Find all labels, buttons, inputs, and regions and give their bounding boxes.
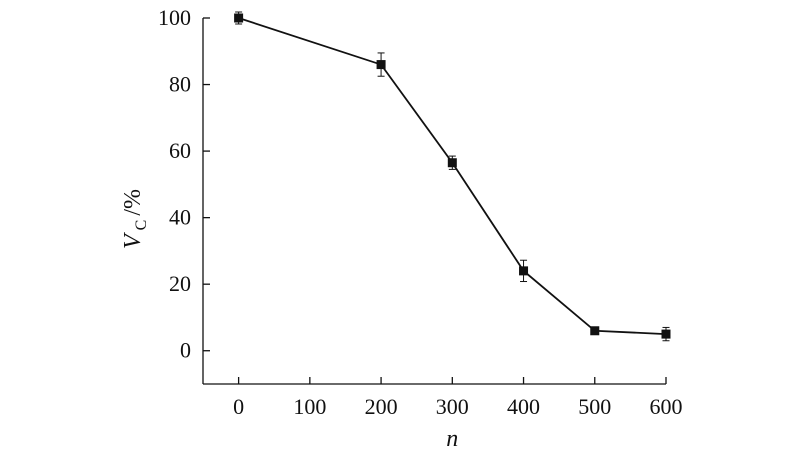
x-tick-label: 500 xyxy=(578,394,611,419)
plot-area xyxy=(234,11,671,342)
y-tick-label: 100 xyxy=(158,5,191,30)
series-line xyxy=(238,17,667,335)
x-tick-label: 600 xyxy=(650,394,683,419)
data-point xyxy=(447,158,457,168)
x-tick-label: 0 xyxy=(233,394,244,419)
data-point xyxy=(661,329,671,339)
y-tick-label: 60 xyxy=(169,138,191,163)
x-tick-label: 300 xyxy=(436,394,469,419)
y-axis-unit: /% xyxy=(120,189,146,216)
axis-labels: n V C /% xyxy=(120,189,458,452)
data-point xyxy=(234,13,244,23)
data-point xyxy=(376,60,386,70)
y-axis-symbol: V xyxy=(120,232,146,249)
y-axis-title: V C /% xyxy=(120,189,150,249)
data-point xyxy=(519,266,529,276)
x-tick-label: 400 xyxy=(507,394,540,419)
x-axis-title: n xyxy=(446,426,458,452)
x-tick-label: 100 xyxy=(293,394,326,419)
data-point xyxy=(590,326,600,336)
x-tick-label: 200 xyxy=(365,394,398,419)
y-tick-label: 80 xyxy=(169,72,191,97)
axes: 0 20 40 60 80 100 0 100 200 300 400 500 600 xyxy=(158,5,683,419)
y-tick-label: 0 xyxy=(180,338,191,363)
y-tick-label: 20 xyxy=(169,271,191,296)
y-tick-label: 40 xyxy=(169,205,191,230)
y-axis-subscript: C xyxy=(133,220,150,231)
